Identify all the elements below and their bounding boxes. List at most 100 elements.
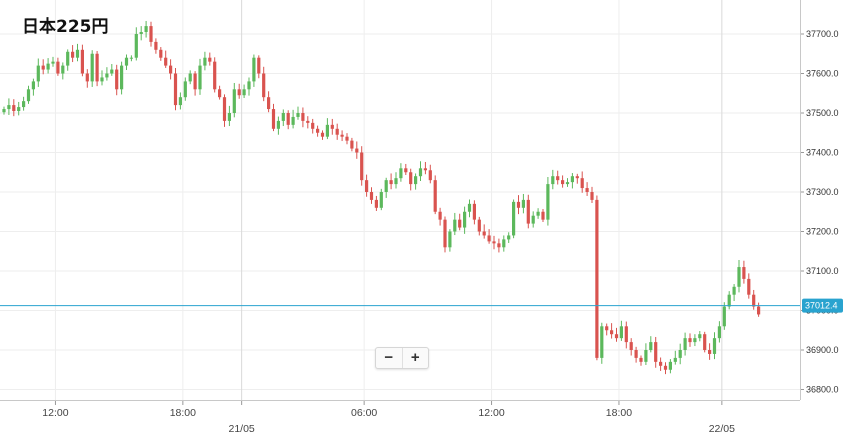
candle-body	[556, 176, 560, 181]
candle-body	[66, 51, 70, 66]
candle-body	[614, 334, 619, 339]
candle-body	[634, 350, 638, 358]
candle-body	[551, 176, 555, 185]
candle-body	[541, 211, 545, 220]
candle-body	[502, 239, 506, 248]
candle-body	[311, 122, 315, 129]
candle-body	[159, 49, 163, 58]
candle-body	[654, 342, 658, 362]
candle-body	[306, 120, 310, 123]
candle-body	[325, 124, 329, 137]
x-tick-label: 22/05	[709, 423, 735, 435]
candle-body	[668, 361, 672, 370]
candle-body	[95, 53, 99, 82]
candle-body	[521, 199, 525, 208]
candle-body	[688, 338, 692, 343]
candle-body	[463, 211, 467, 228]
candle-body	[252, 57, 256, 82]
candle-body	[507, 235, 511, 240]
y-tick-label: 37600.0	[806, 69, 839, 79]
candle-body	[649, 342, 653, 350]
candle-body	[482, 231, 486, 236]
current-price-tag-background	[802, 298, 843, 313]
candle-body	[355, 148, 359, 153]
y-tick-label: 37100.0	[806, 266, 839, 276]
candle-body	[242, 89, 246, 96]
candle-body	[316, 128, 320, 133]
candle-body	[492, 241, 496, 244]
candle-body	[369, 192, 374, 200]
x-tick-label: 12:00	[478, 407, 504, 419]
candle-body	[71, 51, 75, 58]
x-tick-label: 18:00	[170, 407, 196, 419]
zoom-out-button[interactable]: −	[384, 349, 394, 366]
candle-body	[629, 342, 633, 350]
candle-body	[703, 334, 707, 350]
candle-body	[443, 219, 447, 248]
candle-body	[575, 176, 579, 179]
candle-body	[144, 26, 148, 33]
candle-body	[271, 109, 276, 129]
zoom-controls: − +	[375, 347, 429, 369]
candle-body	[178, 97, 182, 106]
candle-body	[340, 134, 344, 137]
candle-body	[183, 81, 187, 98]
candle-body	[296, 113, 300, 117]
candle-body	[389, 180, 393, 185]
candle-body	[2, 109, 6, 113]
candle-body	[585, 188, 589, 192]
candle-body	[472, 203, 476, 220]
candle-body	[605, 326, 609, 331]
candle-body	[129, 57, 133, 59]
x-tick-label: 18:00	[606, 407, 632, 419]
candle-body	[458, 219, 462, 228]
candle-body	[12, 105, 16, 112]
candle-body	[536, 211, 540, 216]
candle-body	[727, 294, 731, 307]
candle-body	[404, 168, 408, 173]
candle-body	[590, 192, 594, 200]
candle-body	[169, 65, 173, 74]
candle-body	[712, 338, 717, 354]
candle-body	[374, 199, 378, 208]
candle-body	[516, 201, 521, 208]
y-tick-label: 36900.0	[806, 345, 839, 355]
candle-body	[61, 65, 65, 74]
candle-body	[345, 136, 349, 141]
candle-body	[51, 61, 55, 64]
candle-body	[7, 105, 11, 110]
candle-body	[164, 57, 168, 66]
candle-body	[124, 57, 129, 66]
candle-body	[644, 350, 648, 362]
candle-body	[208, 57, 212, 62]
candle-body	[237, 89, 241, 96]
candle-body	[467, 203, 472, 212]
candle-body	[173, 73, 178, 106]
candle-body	[399, 168, 403, 179]
candle-body	[565, 182, 570, 185]
candle-body	[26, 89, 31, 102]
candle-body	[276, 120, 280, 129]
zoom-in-button[interactable]: +	[401, 348, 429, 368]
candle-body	[286, 113, 290, 125]
candle-body	[659, 361, 663, 366]
candle-body	[291, 116, 295, 125]
candle-body	[497, 243, 501, 248]
candle-body	[110, 69, 114, 74]
candle-body	[188, 73, 192, 82]
candle-body	[737, 267, 741, 287]
current-price-tag: 37012.4	[802, 298, 843, 313]
candle-body	[227, 113, 231, 121]
candle-body	[384, 180, 388, 192]
candle-body	[747, 278, 751, 295]
candle-body	[31, 81, 35, 90]
candle-body	[379, 192, 383, 208]
candle-body	[203, 57, 207, 66]
candle-body	[619, 326, 623, 339]
candle-body	[448, 231, 452, 248]
y-tick-label: 37400.0	[806, 148, 839, 158]
candle-body	[262, 73, 266, 98]
candle-body	[134, 34, 138, 58]
candle-body	[610, 330, 614, 335]
candle-body	[41, 65, 45, 70]
